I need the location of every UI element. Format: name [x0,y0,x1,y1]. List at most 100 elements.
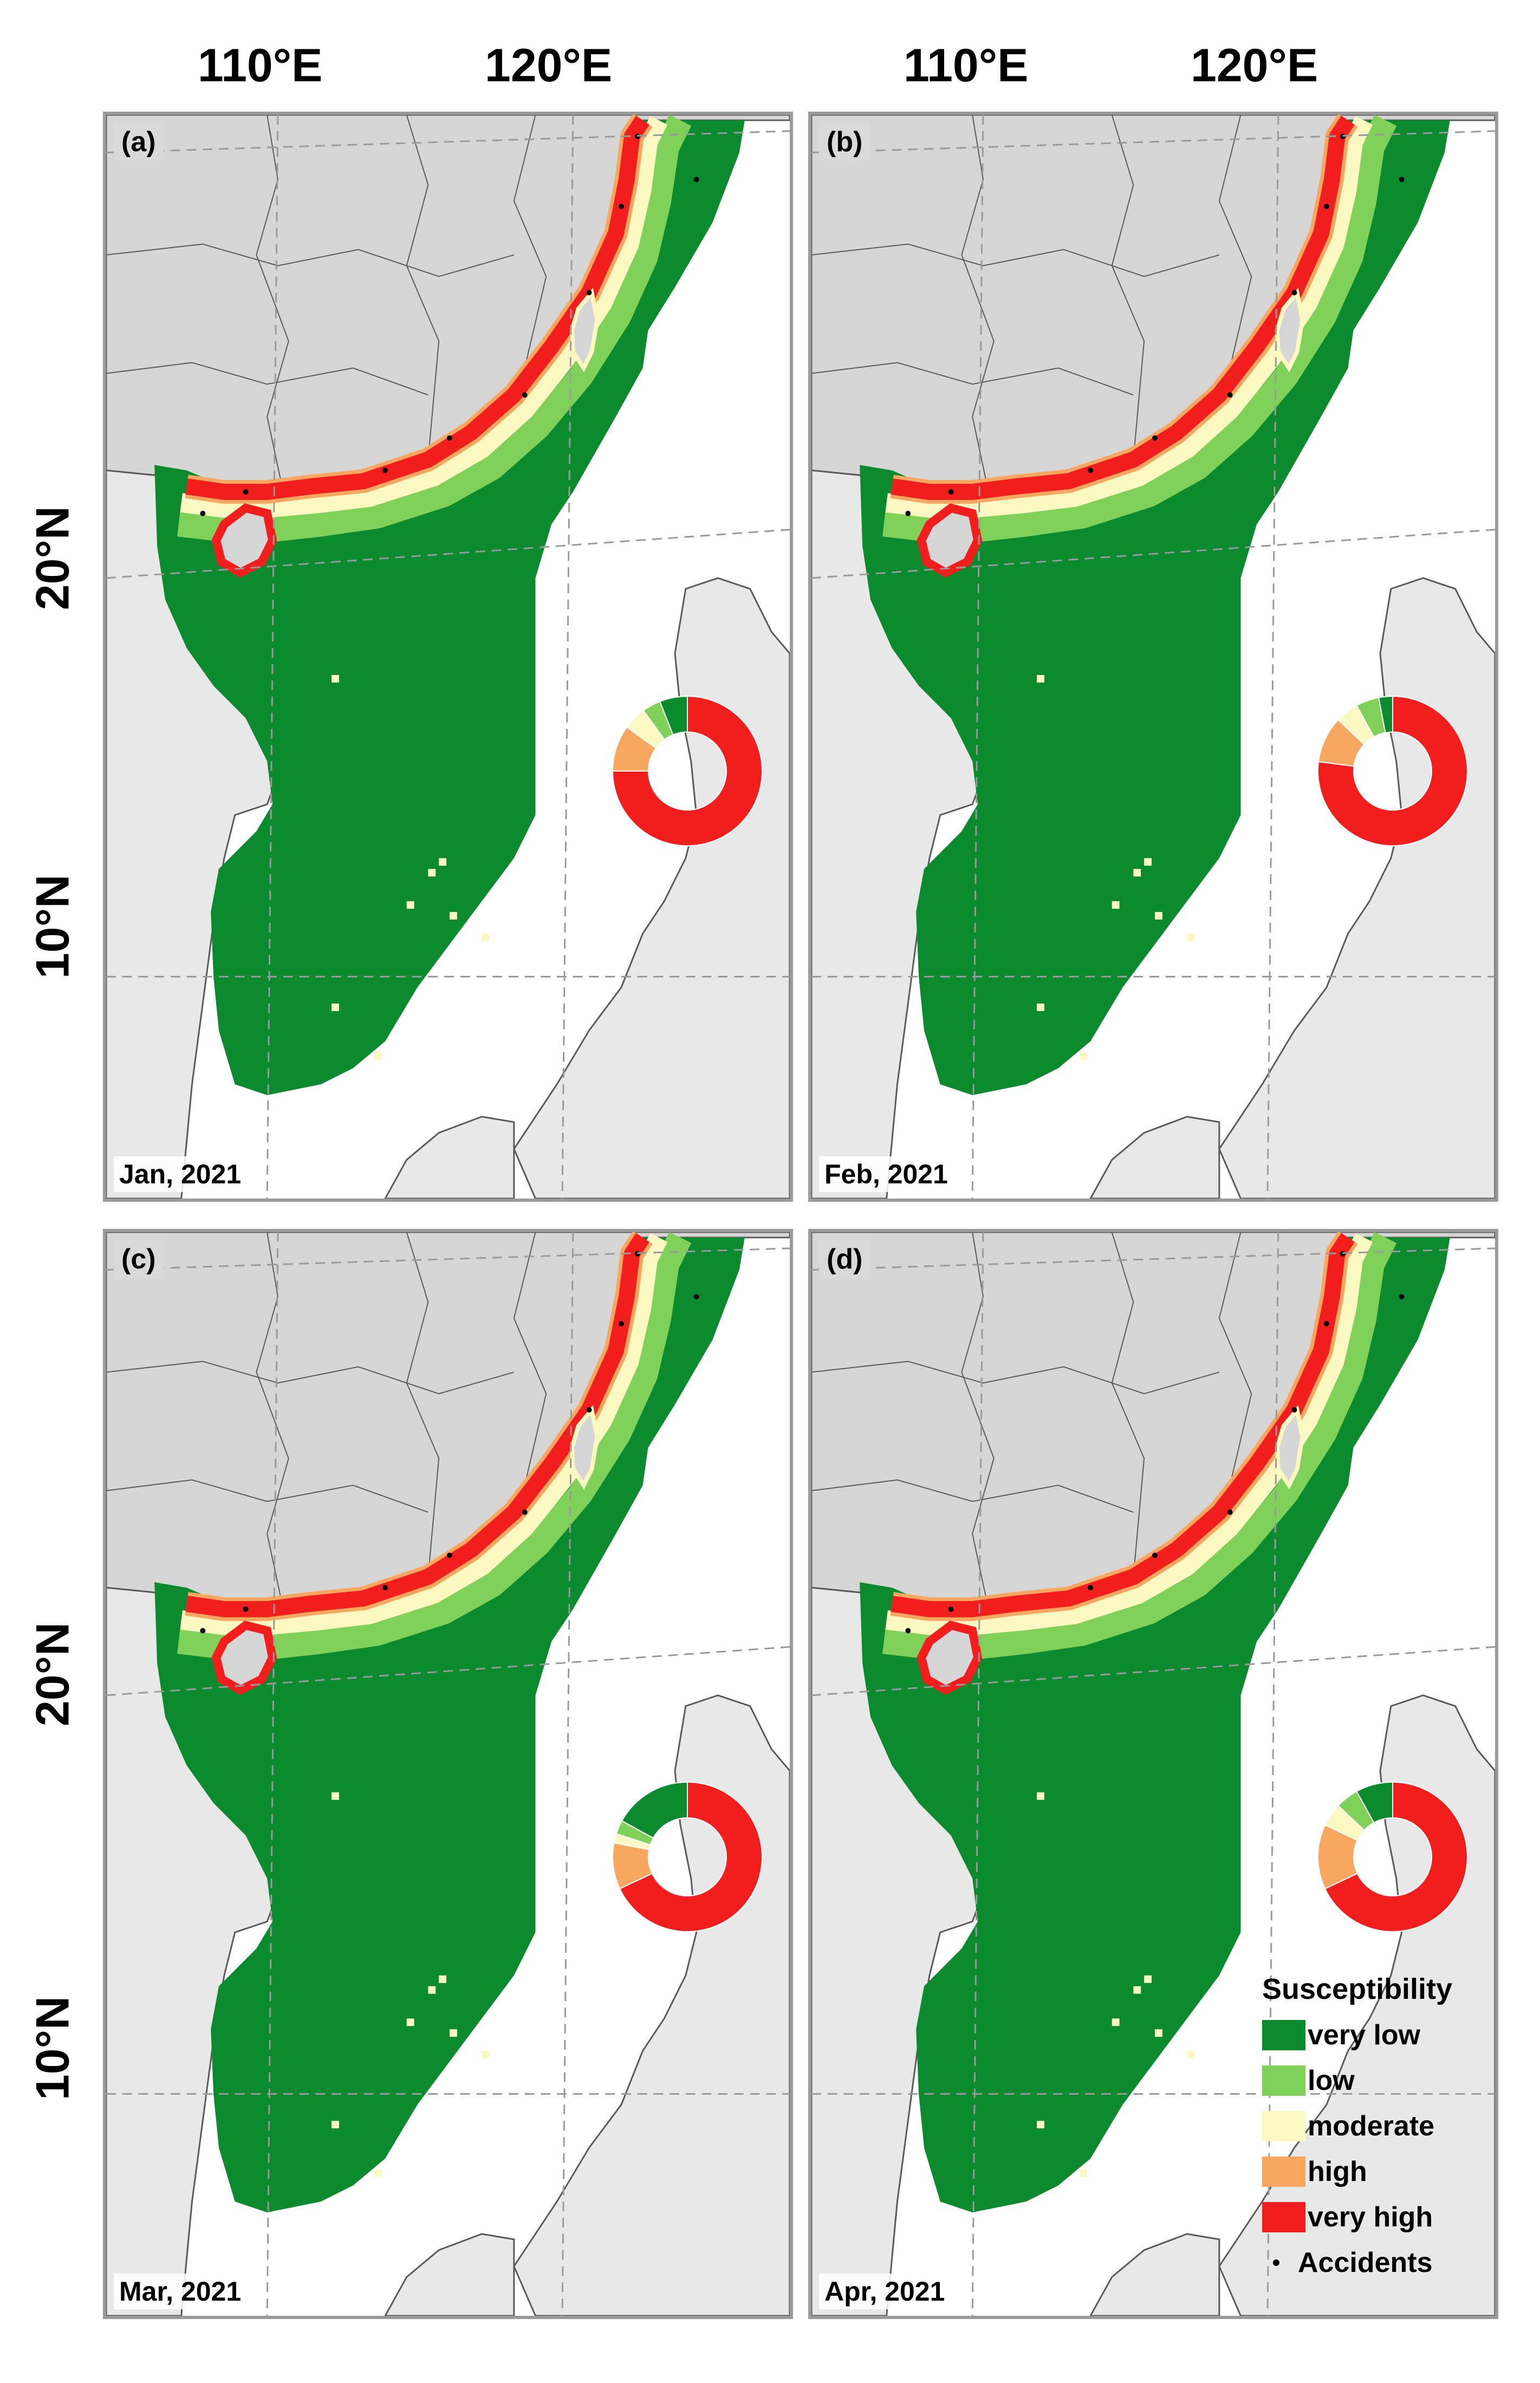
map-panel-b: (b) Feb, 2021 [808,112,1498,1202]
offshore-moderate-spot [1144,1975,1152,1983]
lat-label-10-top: 10°N [27,874,79,979]
province-border [256,115,289,493]
graticule-line [1266,1232,1279,2316]
map-c [106,1232,790,2316]
legend-title: Susceptibility [1262,1973,1453,2005]
graticule-line [266,115,279,1199]
donut-slice-very-low [1356,1781,1393,1824]
legend-item-low: low [1262,2058,1490,2103]
lat-label-10-bottom: 10°N [27,1996,79,2101]
panel-date-c: Mar, 2021 [114,2274,247,2309]
taiwan-island [1275,288,1305,373]
graticule-line [266,1232,279,2316]
hainan-island-ring [917,503,983,578]
offshore-moderate-spot [1080,2169,1088,2177]
offshore-moderate-spot [1080,1052,1088,1060]
legend-item-accidents: Accidents [1262,2240,1490,2285]
accident-dot [522,1509,528,1515]
borneo-shape [384,1116,515,1199]
panel-label-b: (b) [819,122,870,161]
province-border [106,362,428,396]
lon-label-120-left: 120°E [485,40,613,92]
accident-dot [1088,1585,1094,1591]
province-border [1218,115,1252,368]
offshore-moderate-spot [449,2029,457,2037]
offshore-moderate-spot [428,869,436,877]
offshore-moderate-spot [1037,2121,1044,2129]
graticule-line [971,1232,984,2316]
donut-slice-very-low [621,1781,688,1839]
offshore-moderate-spot [332,675,339,683]
accident-dot [1088,468,1094,474]
accident-dot [586,1407,592,1413]
accident-dot [1291,290,1297,296]
offshore-moderate-spot [1187,2050,1195,2058]
donut-slice-very-high [1317,695,1468,846]
offshore-moderate-spot [1133,869,1141,877]
province-border [811,1479,1134,1513]
taiwan-island [569,288,600,373]
province-border [1218,1232,1252,1486]
borneo-shape [1089,2233,1220,2316]
offshore-moderate-spot [1112,2018,1120,2026]
offshore-moderate-spot [439,858,447,866]
moderate-zone-band [180,1233,668,1635]
offshore-moderate-spot [449,912,457,920]
legend-label-moderate: moderate [1308,2110,1435,2142]
graticule-line [561,115,574,1199]
accident-dot [948,489,954,495]
graticule-line [106,1247,790,1271]
graticule-line [106,130,790,154]
legend-swatch-low [1262,2065,1305,2096]
province-border [513,1232,547,1486]
offshore-moderate-spot [1144,858,1152,866]
province-border [513,115,547,368]
legend-swatch-very-high [1262,2202,1305,2232]
accident-dot [522,392,528,398]
offshore-moderate-spot [406,2018,414,2026]
accident-dot [200,1628,206,1634]
offshore-moderate-spot [374,1052,382,1060]
accident-dot [586,290,592,296]
province-border [961,1232,995,1610]
legend: Susceptibility very low low moderate hig… [1262,1972,1490,2285]
graticule-line [1266,115,1279,1199]
borneo-shape [384,2233,515,2316]
lon-label-110-left: 110°E [198,40,323,92]
accident-dot [1324,204,1329,209]
province-border [256,1232,289,1610]
province-border [106,1361,515,1395]
philippines-shape [513,1694,790,2316]
legend-label-very-low: very low [1308,2019,1421,2051]
accident-dot [447,435,452,441]
province-border [106,1479,428,1513]
graticule-line [106,528,790,579]
accident-dot [382,468,388,474]
accident-dot [948,1606,954,1612]
map-b [811,115,1495,1199]
offshore-moderate-spot [439,1975,447,1983]
province-border [811,243,1220,277]
accident-dot [905,1628,911,1634]
offshore-moderate-spot [406,901,414,909]
province-border [961,115,995,493]
accident-dot [619,1321,624,1326]
graticule-line [106,1646,790,1696]
donut-chart-d [1317,1781,1468,1932]
low-zone-band [177,115,692,542]
legend-label-low: low [1308,2065,1355,2096]
accident-dot [243,1606,249,1612]
accident-dot [1152,1552,1158,1558]
donut-slice-very-high [612,695,763,846]
legend-item-very-high: very high [1262,2194,1490,2240]
legend-label-accidents: Accidents [1298,2247,1433,2278]
moderate-zone-band [885,1233,1373,1635]
panel-date-b: Feb, 2021 [819,1156,953,1192]
offshore-moderate-spot [1133,1986,1141,1994]
lon-label-120-right: 120°E [1191,40,1318,92]
province-border [106,243,515,277]
province-border [811,1361,1220,1395]
accident-dot [447,1552,452,1558]
donut-slice-very-low [659,695,688,736]
donut-chart-c [612,1781,763,1932]
